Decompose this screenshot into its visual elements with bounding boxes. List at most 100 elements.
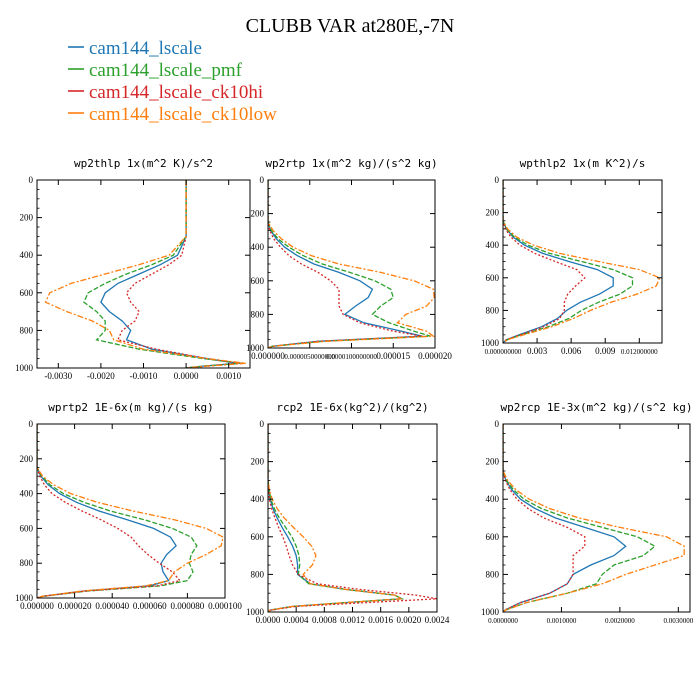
series-line-cam144_lscale (503, 424, 627, 612)
x-tick-label: 0.0024 (425, 615, 450, 625)
legend-entry: cam144_lscale_ck10hi (68, 82, 263, 103)
panel-4: wprtp2 1E-6x(m kg)/(s kg) 0 200 400 600 800 10… (15, 401, 242, 611)
x-tick-label: 0.000020 (58, 601, 92, 611)
y-tick-label: 800 (251, 309, 265, 319)
plot-frame (267, 179, 436, 349)
x-tick-label: 0.0030000 (663, 617, 693, 625)
y-tick-label: 200 (20, 213, 34, 223)
x-tick-label: 0.012000000 (621, 348, 658, 356)
x-tick-label: -0.0030 (44, 371, 72, 381)
y-tick-label: 800 (20, 558, 34, 568)
x-tick-label: 0.000060 (133, 601, 167, 611)
panel-title: wprtp2 1E-6x(m kg)/(s kg) (48, 401, 214, 414)
series-line-cam144_lscale_pmf (503, 180, 634, 343)
x-tick-label: 0.0010 (216, 371, 241, 381)
legend-label-2: cam144_lscale_ck10hi (89, 82, 263, 103)
x-tick-label: 0.0000100000000 (326, 353, 377, 361)
y-tick-label: 0 (495, 419, 500, 429)
y-tick-label: 800 (486, 569, 500, 579)
legend-entry: cam144_lscale_ck10low (68, 104, 277, 125)
x-tick-label: 0.0012 (340, 615, 365, 625)
panel-title: wp2thlp 1x(m^2 K)/s^2 (74, 157, 213, 170)
figure-title: CLUBB VAR at280E,-7N (246, 15, 455, 37)
y-tick-label: 400 (486, 240, 500, 250)
y-tick-label: 0 (260, 175, 265, 185)
x-tick-label: 0.0008 (312, 615, 337, 625)
panel-title: wp2rtp 1x(m^2 kg)/(s^2 kg) (265, 157, 437, 170)
y-tick-label: 400 (251, 242, 265, 252)
series-line-cam144_lscale_ck10hi (503, 424, 586, 612)
y-tick-label: 600 (486, 532, 500, 542)
y-tick-label: 1000 (481, 338, 500, 348)
series-line-cam144_lscale_ck10low (503, 180, 661, 343)
panel-6: wp2rcp 1E-3x(m^2 kg)/(s^2 kg)0 200 400 600 8… (481, 401, 694, 625)
x-tick-label: 0.0004 (284, 615, 309, 625)
y-tick-label: 1000 (15, 363, 34, 373)
legend-label-1: cam144_lscale_pmf (89, 60, 243, 81)
panel-title: rcp2 1E-6x(kg^2)/(kg^2) (276, 401, 428, 414)
legend: cam144_lscale cam144_lscale_pmf cam144_l… (68, 38, 277, 125)
y-tick-label: 0 (495, 175, 500, 185)
y-tick-label: 600 (251, 276, 265, 286)
series-line-cam144_lscale_pmf (503, 424, 657, 612)
x-tick-label: 0.0000000 (488, 617, 518, 625)
y-tick-label: 600 (486, 273, 500, 283)
x-tick-label: 0.003 (527, 346, 548, 356)
series-line-cam144_lscale_ck10low (503, 424, 685, 612)
x-tick-label: 0.000100 (208, 601, 242, 611)
y-tick-label: 1000 (15, 593, 34, 603)
y-tick-label: 600 (20, 523, 34, 533)
series-line-cam144_lscale (100, 180, 238, 368)
legend-entry: cam144_lscale_pmf (68, 60, 243, 81)
panel-2: wp2rtp 1x(m^2 kg)/(s^2 kg)0 200 400 600 800 1… (246, 157, 452, 361)
series-line-cam144_lscale (268, 424, 405, 612)
series-line-cam144_lscale (503, 180, 614, 343)
plot-frame (267, 423, 438, 613)
y-tick-label: 800 (20, 325, 34, 335)
x-tick-label: 0.000020 (418, 351, 452, 361)
x-tick-label: 0.000040 (95, 601, 129, 611)
y-tick-label: 1000 (246, 607, 265, 617)
x-tick-label: 0.000080 (171, 601, 205, 611)
series-line-cam144_lscale_ck10hi (116, 180, 242, 368)
series-line-cam144_lscale_ck10hi (503, 180, 586, 343)
series-line-cam144_lscale (37, 424, 177, 598)
x-tick-label: 0.000000 (20, 601, 54, 611)
y-tick-label: 400 (251, 494, 265, 504)
x-tick-label: 0.0016 (368, 615, 393, 625)
y-tick-label: 400 (486, 494, 500, 504)
x-tick-label: 0.0000 (256, 615, 281, 625)
series-line-cam144_lscale_ck10low (44, 180, 246, 368)
series-line-cam144_lscale_ck10low (37, 424, 224, 598)
x-tick-label: 0.009 (595, 346, 616, 356)
y-tick-label: 0 (29, 419, 34, 429)
y-tick-label: 600 (20, 288, 34, 298)
x-tick-label: 0.0000050000000 (284, 353, 335, 361)
y-tick-label: 800 (486, 305, 500, 315)
panels: wp2thlp 1x(m^2 K)/s^2 0 200 400 600 800 1000 -0… (15, 157, 694, 625)
series-line-cam144_lscale_ck10hi (37, 424, 182, 598)
x-tick-label: 0.000000000 (485, 348, 522, 356)
panel-1: wp2thlp 1x(m^2 K)/s^2 0 200 400 600 800 1000 -0… (15, 157, 251, 381)
y-tick-label: 200 (251, 457, 265, 467)
y-tick-label: 200 (486, 457, 500, 467)
panel-5: rcp2 1E-6x(kg^2)/(kg^2) 0 200 400 600 800 1000… (246, 401, 450, 625)
legend-label-3: cam144_lscale_ck10low (89, 104, 277, 125)
x-tick-label: 0.0000 (174, 371, 199, 381)
x-tick-label: 0.006 (561, 346, 582, 356)
series-line-cam144_lscale_ck10low (268, 180, 435, 348)
y-tick-label: 0 (29, 175, 34, 185)
y-tick-label: 1000 (246, 343, 265, 353)
y-tick-label: 400 (20, 250, 34, 260)
series-line-cam144_lscale_pmf (268, 180, 431, 348)
x-tick-label: -0.0020 (87, 371, 115, 381)
y-tick-label: 800 (251, 569, 265, 579)
series-line-cam144_lscale_pmf (83, 180, 242, 368)
series-line-cam144_lscale_pmf (268, 424, 405, 612)
panel-3: wpthlp2 1x(m K^2)/s020040060080010000.00… (481, 157, 663, 356)
plot-frame (36, 179, 251, 369)
x-tick-label: 0.000015 (376, 351, 410, 361)
y-tick-label: 600 (251, 532, 265, 542)
legend-label-0: cam144_lscale (89, 38, 202, 59)
